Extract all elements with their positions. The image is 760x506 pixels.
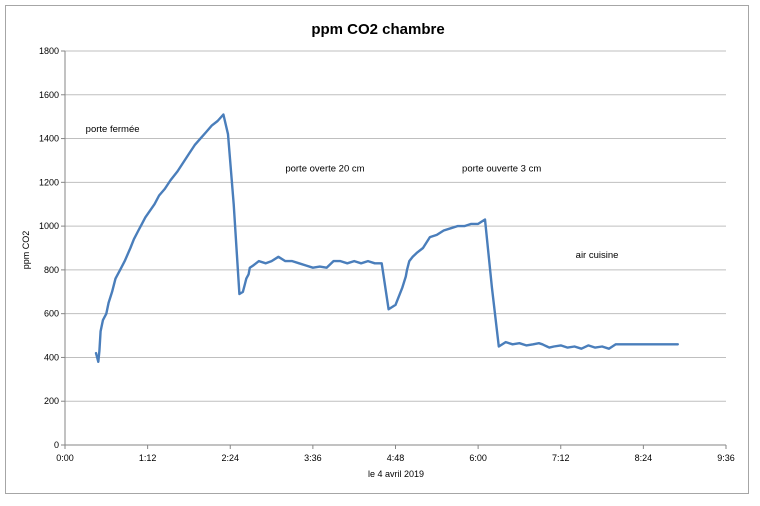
y-tick-label: 1800	[39, 46, 59, 56]
x-tick-label: 0:00	[56, 453, 74, 463]
y-tick-label: 1000	[39, 221, 59, 231]
x-tick-label: 7:12	[552, 453, 570, 463]
y-tick-label: 400	[44, 352, 59, 362]
x-tick-labels: 0:00 1:12 2:24 3:36 4:48 6:00 7:12 8:24 9:36	[56, 453, 735, 463]
y-tick-label: 1400	[39, 134, 59, 144]
y-tick-label: 600	[44, 309, 59, 319]
annotation-label: porte fermée	[86, 124, 140, 135]
y-tick-label: 800	[44, 265, 59, 275]
y-tick-label: 1200	[39, 177, 59, 187]
annotation-label: porte ouverte 3 cm	[462, 163, 541, 174]
gridlines	[65, 50, 726, 402]
x-tick-label: 2:24	[221, 453, 239, 463]
x-tick-label: 4:48	[387, 453, 405, 463]
y-tick-labels: 0 200 400 600 800 1000 1200 1400 1600 1800	[39, 46, 59, 450]
y-axis-label: ppm CO2	[21, 231, 31, 270]
annotation-label: air cuisine	[576, 250, 619, 261]
y-tick-label: 0	[54, 440, 59, 450]
x-tick-label: 6:00	[469, 453, 487, 463]
x-tick-label: 8:24	[635, 453, 653, 463]
x-tick-label: 3:36	[304, 453, 322, 463]
chart-title: ppm CO2 chambre	[311, 21, 444, 38]
y-tick-label: 200	[44, 396, 59, 406]
x-tick-label: 1:12	[139, 453, 157, 463]
x-tick-label: 9:36	[717, 453, 735, 463]
x-axis-label: le 4 avril 2019	[368, 469, 424, 479]
axes	[61, 50, 727, 449]
annotation-label: porte overte 20 cm	[285, 163, 364, 174]
series-group	[94, 113, 679, 363]
annotations-group: porte fermée porte overte 20 cm porte ouve…	[86, 124, 619, 261]
co2-series-line	[94, 113, 679, 363]
y-tick-label: 1600	[39, 90, 59, 100]
